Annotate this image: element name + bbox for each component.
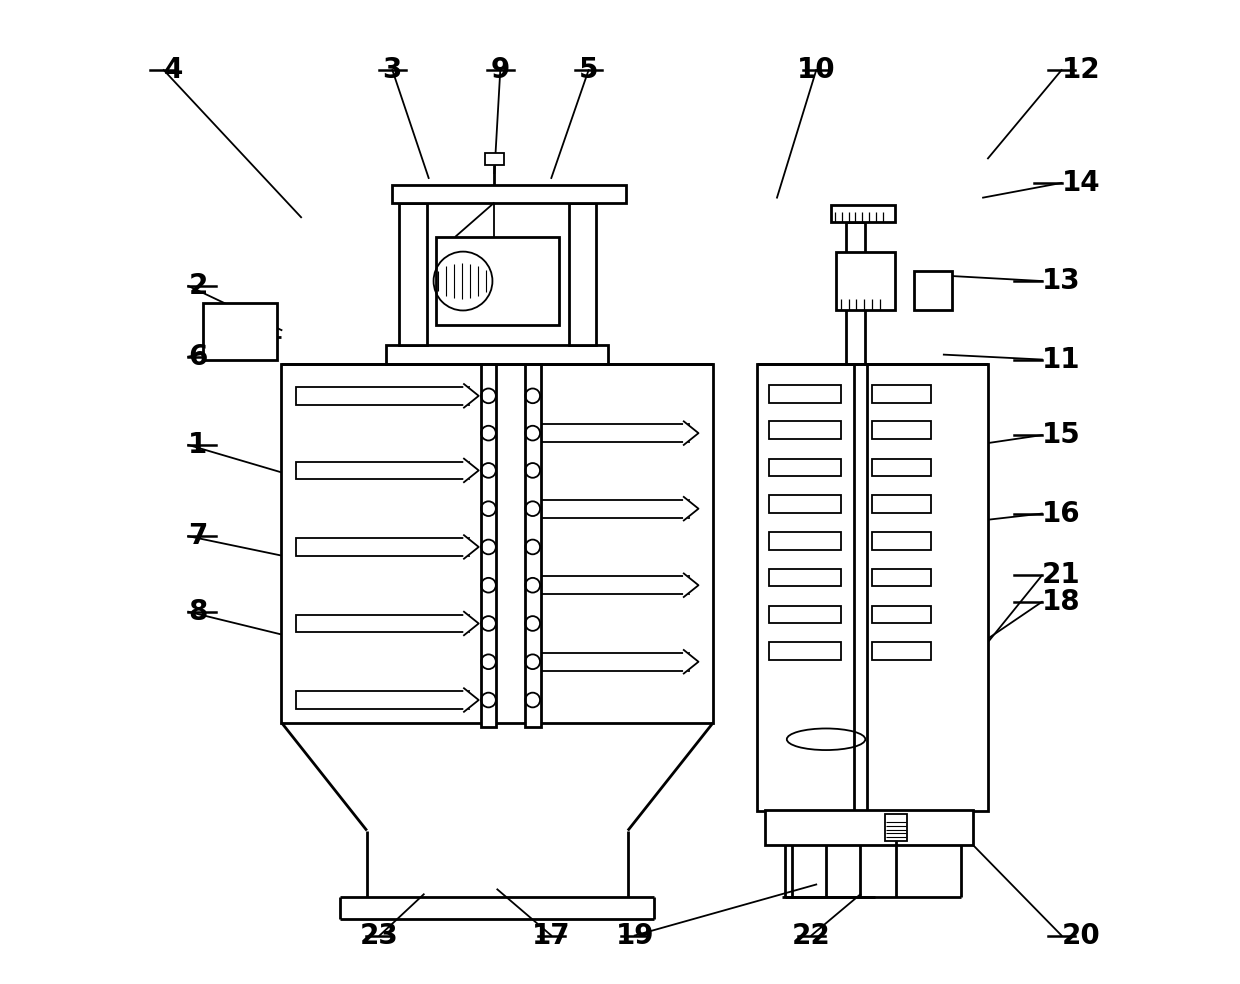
Bar: [296, 615, 469, 633]
Bar: [872, 532, 931, 550]
Bar: [296, 387, 469, 404]
Polygon shape: [683, 650, 698, 673]
Bar: [853, 364, 867, 811]
Bar: [872, 606, 931, 624]
Text: 7: 7: [188, 523, 207, 550]
Bar: [296, 538, 469, 556]
Text: 16: 16: [1042, 500, 1080, 527]
Bar: [387, 344, 609, 364]
Bar: [769, 606, 841, 624]
Text: 14: 14: [1061, 169, 1100, 197]
Text: 23: 23: [361, 921, 399, 950]
Bar: [914, 272, 951, 311]
Bar: [769, 569, 841, 586]
Bar: [569, 203, 596, 344]
Bar: [872, 421, 931, 439]
Bar: [769, 643, 841, 660]
Text: 13: 13: [1042, 267, 1080, 295]
Polygon shape: [683, 421, 698, 445]
Bar: [392, 185, 626, 203]
Bar: [758, 364, 988, 811]
Bar: [765, 810, 973, 845]
Text: 18: 18: [1042, 587, 1080, 616]
Bar: [296, 461, 469, 479]
Bar: [542, 424, 688, 442]
Bar: [481, 364, 496, 727]
Text: 20: 20: [1061, 921, 1100, 950]
Bar: [525, 364, 541, 727]
Polygon shape: [464, 384, 479, 407]
Bar: [769, 385, 841, 402]
Text: 21: 21: [1042, 562, 1080, 589]
Bar: [769, 495, 841, 513]
Bar: [872, 643, 931, 660]
Text: 15: 15: [1042, 421, 1081, 449]
Text: 17: 17: [532, 921, 570, 950]
Text: 11: 11: [1042, 345, 1080, 374]
Polygon shape: [464, 688, 479, 711]
Bar: [885, 814, 906, 841]
Bar: [769, 459, 841, 476]
Text: 1: 1: [188, 431, 207, 459]
Bar: [872, 495, 931, 513]
Text: 8: 8: [188, 597, 207, 626]
Text: 19: 19: [615, 921, 653, 950]
Text: 9: 9: [491, 56, 510, 84]
Bar: [203, 303, 277, 359]
Bar: [769, 421, 841, 439]
Bar: [542, 653, 688, 670]
Bar: [831, 205, 895, 222]
Text: 3: 3: [383, 56, 402, 84]
Polygon shape: [683, 497, 698, 521]
Bar: [872, 459, 931, 476]
Bar: [296, 691, 469, 708]
Bar: [872, 385, 931, 402]
Text: 12: 12: [1061, 56, 1100, 84]
Bar: [836, 252, 895, 311]
Bar: [846, 222, 866, 364]
Bar: [281, 364, 713, 722]
Polygon shape: [464, 459, 479, 482]
Text: 4: 4: [164, 56, 184, 84]
Bar: [399, 203, 427, 344]
Bar: [872, 569, 931, 586]
Polygon shape: [464, 612, 479, 636]
Bar: [542, 500, 688, 518]
Text: 6: 6: [188, 342, 207, 371]
Bar: [542, 577, 688, 594]
Polygon shape: [464, 535, 479, 559]
Text: 2: 2: [188, 272, 207, 300]
Polygon shape: [683, 574, 698, 597]
Bar: [435, 237, 559, 325]
Text: 22: 22: [792, 921, 831, 950]
Text: 5: 5: [579, 56, 599, 84]
Bar: [769, 532, 841, 550]
Text: 10: 10: [797, 56, 836, 84]
Bar: [485, 154, 505, 165]
